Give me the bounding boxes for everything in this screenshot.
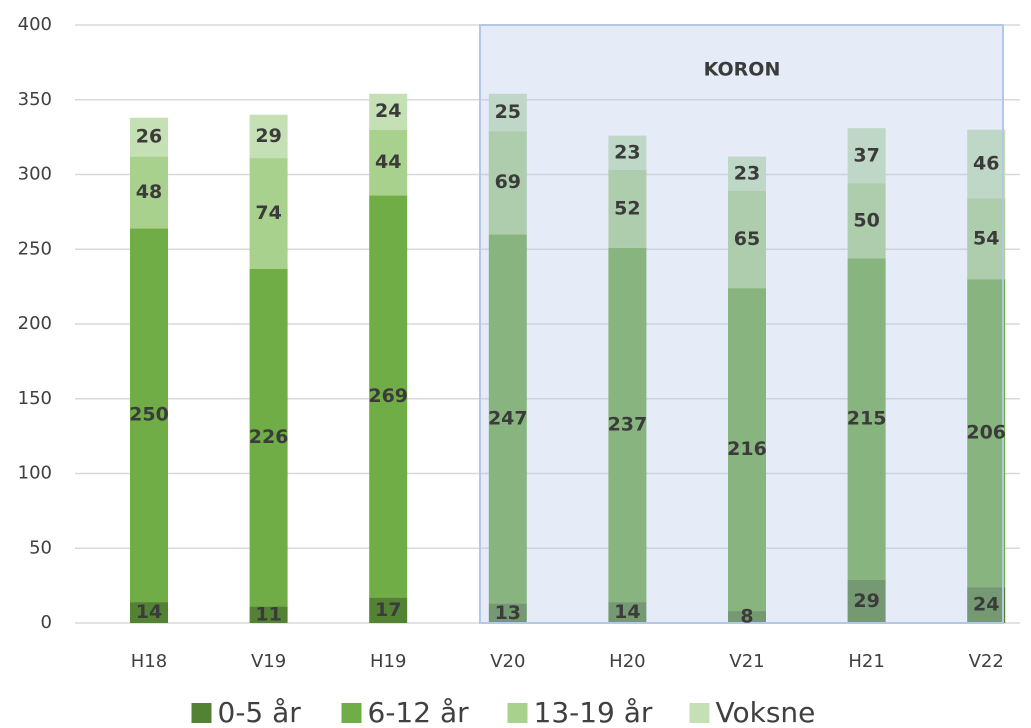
y-tick-label: 400 <box>18 14 52 35</box>
bar-segment <box>130 602 168 623</box>
legend-swatch <box>507 703 528 723</box>
annotation: KORON <box>704 59 781 81</box>
data-label: 37 <box>853 144 879 166</box>
data-label: 29 <box>853 590 879 612</box>
y-tick-label: 300 <box>18 164 52 185</box>
data-label: 29 <box>255 125 281 147</box>
y-tick-label: 350 <box>18 89 52 110</box>
legend-label: Voksne <box>716 696 816 728</box>
legend-label: 13-19 år <box>534 696 653 728</box>
bar-segment <box>249 114 288 159</box>
bar-segment <box>967 587 1006 623</box>
y-tick-label: 50 <box>29 537 52 558</box>
legend-swatch <box>689 703 710 723</box>
x-tick-label: H19 <box>370 651 406 672</box>
data-label: 24 <box>375 100 401 122</box>
data-label: 74 <box>255 202 281 224</box>
bar-segment <box>249 158 288 269</box>
bar-segment <box>967 129 1006 199</box>
bar-segment <box>369 597 408 623</box>
bar-segment <box>369 93 408 130</box>
data-label: 65 <box>734 228 760 250</box>
x-tick-label: V19 <box>251 651 286 672</box>
data-label: 11 <box>255 603 281 625</box>
x-tick-label: V21 <box>729 651 764 672</box>
data-label: 54 <box>973 227 999 249</box>
bar-segment <box>728 611 766 623</box>
data-label: 48 <box>136 181 162 203</box>
data-label: 216 <box>727 438 767 460</box>
bar-segment <box>488 93 527 132</box>
data-label: 13 <box>495 602 521 624</box>
data-label: 24 <box>973 594 999 616</box>
data-label: 14 <box>136 601 162 623</box>
x-tick-label: H18 <box>131 651 167 672</box>
bar-segment <box>369 129 408 196</box>
bar-segment <box>967 279 1006 588</box>
legend-swatch <box>341 703 362 723</box>
data-label: 17 <box>375 599 401 621</box>
bar-segment <box>728 156 766 191</box>
legend-label: 6-12 år <box>368 696 470 728</box>
bar-segment <box>728 288 766 612</box>
x-tick-label: V20 <box>490 651 525 672</box>
data-label: 25 <box>495 101 521 123</box>
y-tick-label: 250 <box>18 238 52 259</box>
data-label: 237 <box>608 413 648 435</box>
bar-segment <box>608 135 647 171</box>
data-label: 250 <box>129 404 169 426</box>
data-label: 23 <box>734 162 760 184</box>
bar-segment <box>130 228 168 603</box>
bar-segment <box>728 190 766 289</box>
legend-swatch <box>191 703 212 723</box>
bar-segment <box>130 117 168 157</box>
y-tick-label: 150 <box>18 388 52 409</box>
bar-segment <box>608 602 647 623</box>
bar-segment <box>608 170 647 248</box>
data-label: 50 <box>853 209 879 231</box>
bar-segment <box>488 131 527 235</box>
data-label: 26 <box>136 126 162 148</box>
y-tick-label: 0 <box>41 612 52 633</box>
x-tick-label: V22 <box>969 651 1004 672</box>
data-label: 44 <box>375 151 401 173</box>
highlight-region <box>479 24 1004 624</box>
data-label: 226 <box>249 426 289 448</box>
bar-segment <box>967 198 1006 280</box>
data-label: 8 <box>740 606 753 628</box>
data-label: 215 <box>847 407 887 429</box>
bar-segment <box>249 606 288 623</box>
data-label: 269 <box>368 385 408 407</box>
data-label: 46 <box>973 153 999 175</box>
bar-segment <box>847 258 886 580</box>
legend-label: 0-5 år <box>218 696 302 728</box>
bar-segment <box>847 128 886 184</box>
data-label: 247 <box>488 407 528 429</box>
bar-segment <box>608 247 647 603</box>
bar-segment <box>249 268 288 607</box>
bar-segment <box>130 156 168 229</box>
data-label: 69 <box>495 171 521 193</box>
x-tick-label: H20 <box>609 651 645 672</box>
data-label: 52 <box>614 197 640 219</box>
bar-segment <box>847 579 886 623</box>
bar-segment <box>369 195 408 598</box>
y-tick-label: 100 <box>18 463 52 484</box>
data-label: 14 <box>614 601 640 623</box>
x-tick-label: H21 <box>848 651 884 672</box>
data-label: 206 <box>966 422 1006 444</box>
y-tick-label: 200 <box>18 313 52 334</box>
bar-segment <box>488 603 527 623</box>
bar-segment <box>847 183 886 259</box>
bar-segment <box>488 234 527 604</box>
data-label: 23 <box>614 141 640 163</box>
